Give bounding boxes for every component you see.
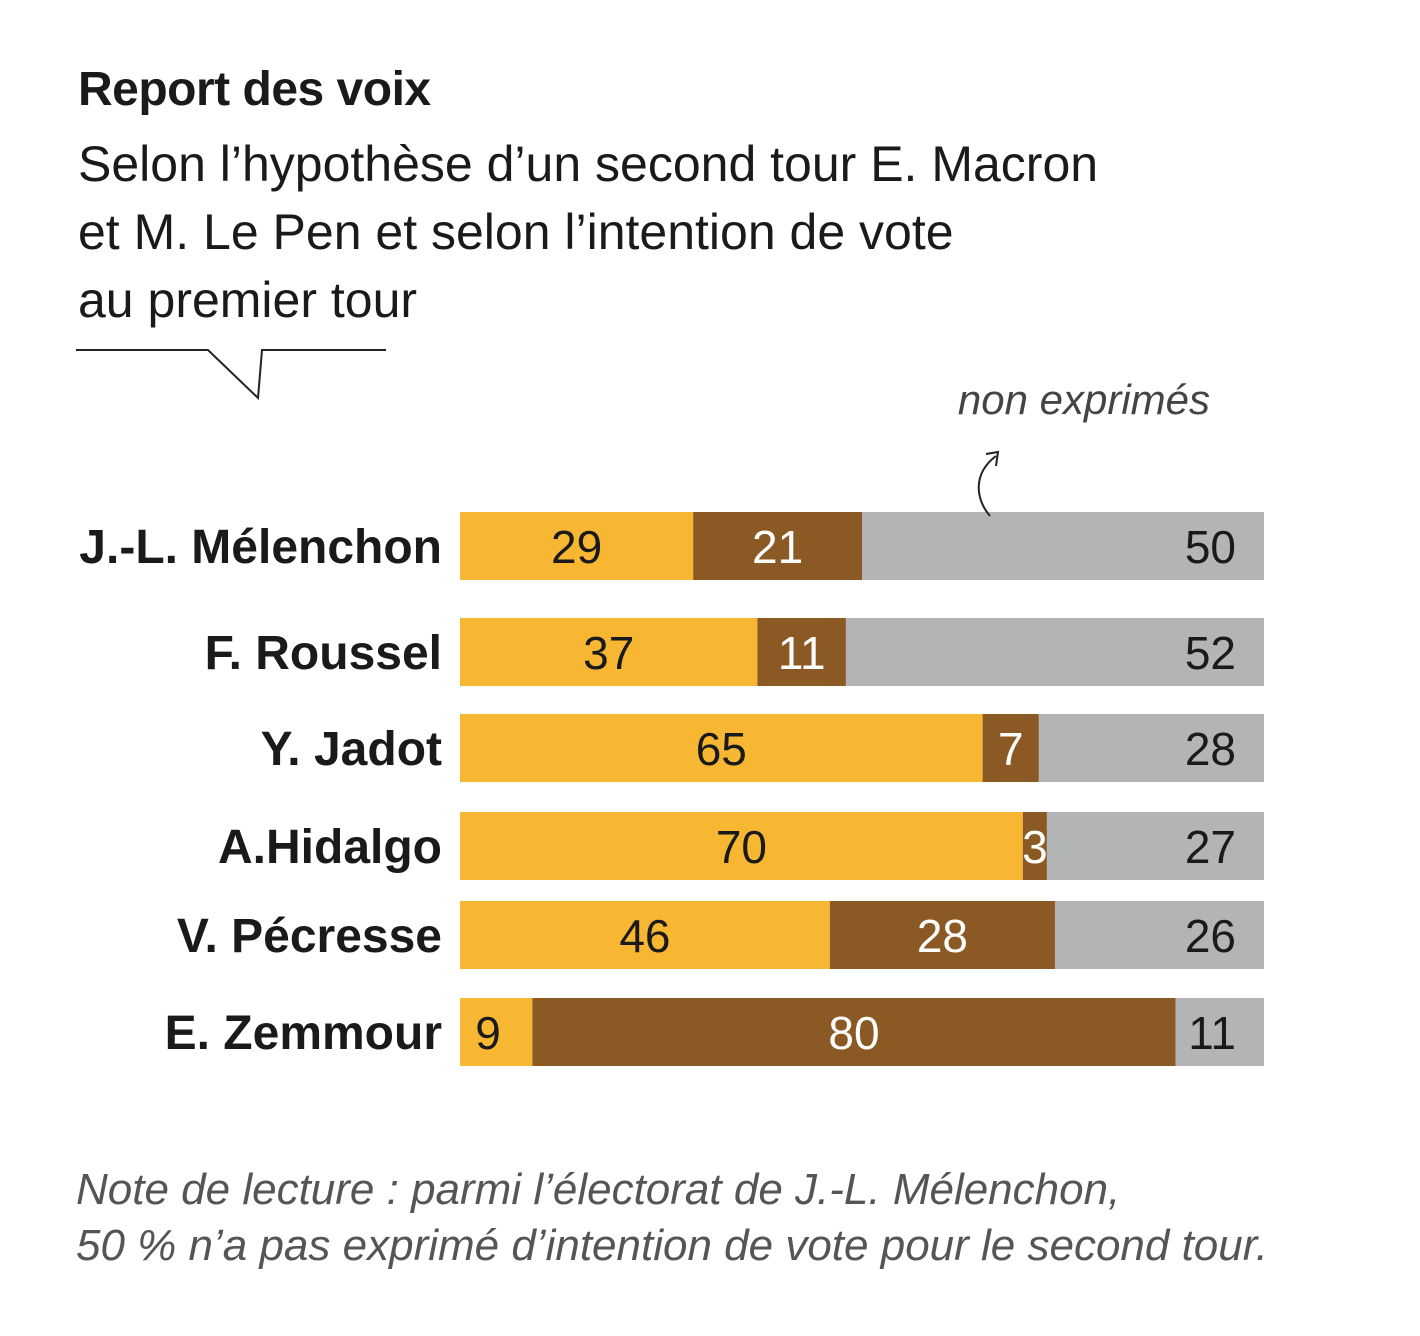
speech-pointer-decoration bbox=[76, 349, 386, 401]
bar-segment-lepen bbox=[532, 998, 1176, 1066]
value-label: 9 bbox=[475, 1007, 501, 1059]
value-label: 70 bbox=[716, 821, 767, 873]
reading-note-line: 50 % n’a pas exprimé d’intention de vote… bbox=[76, 1221, 1268, 1270]
bar-segment-non-exprimes bbox=[1046, 812, 1264, 880]
chart-title: Report des voix bbox=[78, 63, 431, 116]
subtitle-line: au premier tour bbox=[78, 272, 418, 328]
value-label: 7 bbox=[998, 723, 1024, 775]
bar-segment-lepen bbox=[982, 714, 1039, 782]
bar-segment-lepen bbox=[757, 618, 846, 686]
bar-segment-non-exprimes bbox=[862, 512, 1264, 580]
value-label: 65 bbox=[696, 723, 747, 775]
bar-segment-non-exprimes bbox=[1175, 998, 1264, 1066]
value-label: 50 bbox=[1185, 521, 1236, 573]
category-label: J.-L. Mélenchon bbox=[79, 521, 442, 574]
value-label: 46 bbox=[619, 910, 670, 962]
bar-segment-lepen bbox=[693, 512, 862, 580]
bar-segment-macron bbox=[460, 512, 694, 580]
category-label: V. Pécresse bbox=[177, 910, 442, 963]
value-label: 28 bbox=[917, 910, 968, 962]
annotation-arrow bbox=[977, 455, 997, 517]
bar-segment-non-exprimes bbox=[1038, 714, 1264, 782]
value-label: 11 bbox=[1188, 1007, 1236, 1059]
value-label: 52 bbox=[1185, 627, 1236, 679]
value-label: 29 bbox=[551, 521, 602, 573]
value-label: 37 bbox=[583, 627, 634, 679]
value-label: 21 bbox=[752, 521, 803, 573]
category-label: E. Zemmour bbox=[165, 1007, 442, 1060]
chart-subtitle: Selon l’hypothèse d’un second tour E. Ma… bbox=[78, 130, 1278, 334]
value-label: 3 bbox=[1022, 821, 1048, 873]
category-label: A.Hidalgo bbox=[218, 821, 442, 874]
bar-segment-macron bbox=[460, 998, 533, 1066]
reading-note: Note de lecture : parmi l’électorat de J… bbox=[76, 1162, 1396, 1274]
bar-segment-macron bbox=[460, 901, 830, 969]
bar-segment-macron bbox=[460, 618, 758, 686]
annotation-arrowhead bbox=[985, 450, 1000, 467]
value-label: 27 bbox=[1185, 821, 1236, 873]
value-label: 28 bbox=[1185, 723, 1236, 775]
bar-segment-non-exprimes bbox=[845, 618, 1264, 686]
bar-segment-lepen bbox=[829, 901, 1055, 969]
bar-segment-lepen bbox=[1022, 812, 1047, 880]
category-label: F. Roussel bbox=[205, 627, 442, 680]
subtitle-line: Selon l’hypothèse d’un second tour E. Ma… bbox=[78, 136, 1099, 192]
bar-segment-non-exprimes bbox=[1054, 901, 1264, 969]
category-label: Y. Jadot bbox=[261, 723, 442, 776]
subtitle-line: et M. Le Pen et selon l’intention de vot… bbox=[78, 204, 954, 260]
bar-segment-macron bbox=[460, 714, 983, 782]
stacked-bar-chart: J.-L. Mélenchon 29 21 50F. Roussel 37 11 52Y. … bbox=[79, 376, 1264, 1066]
reading-note-line: Note de lecture : parmi l’électorat de J… bbox=[76, 1165, 1121, 1214]
non-exprimes-annotation: non exprimés bbox=[958, 376, 1210, 423]
value-label: 26 bbox=[1185, 910, 1236, 962]
value-label: 80 bbox=[828, 1007, 879, 1059]
value-label: 11 bbox=[778, 627, 826, 679]
bar-segment-macron bbox=[460, 812, 1023, 880]
